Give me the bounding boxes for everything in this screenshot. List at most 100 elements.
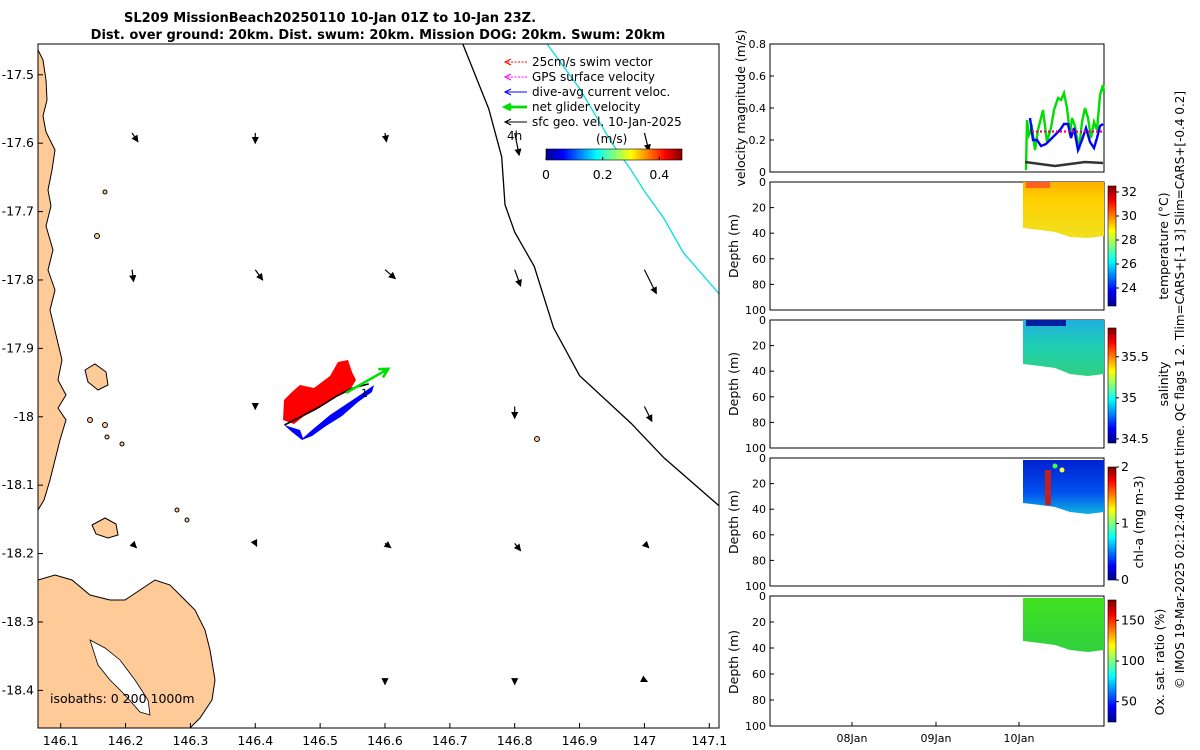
geo-vector — [381, 132, 389, 143]
map-x-tick-label: 146.2 — [108, 733, 144, 748]
depth-tick-label: 60 — [752, 391, 766, 404]
temperature-colorbar-ticks: 24 26 28 30 32 — [1116, 184, 1137, 295]
map-panel: 1 146.1 146.2 146.3 146.4 146.5 146.6 146.7 146… — [2, 43, 727, 748]
colorbar-tick-label: 0.4 — [649, 167, 669, 182]
geo-vector — [254, 269, 264, 281]
net-velocity-line — [1024, 84, 1106, 171]
net-glider-velocity-arrow — [345, 367, 389, 394]
time-tick-label: 09Jan — [921, 732, 952, 745]
depth-tick-label: 60 — [752, 253, 766, 266]
salinity-colorbar — [1107, 327, 1117, 444]
salinity-ylabel: Depth (m) — [726, 352, 741, 416]
islet-9 — [184, 517, 190, 523]
velocity-y-ticks: 0 0.2 0.4 0.6 0.8 — [749, 38, 774, 179]
islet-6 — [119, 441, 125, 447]
oxygen-ylabel: Depth (m) — [726, 630, 741, 694]
side-colorbar-tick-label: 34.5 — [1121, 431, 1149, 446]
velocity-y-tick-label: 0.4 — [749, 102, 767, 115]
geo-vector — [514, 132, 522, 157]
map-y-tick-label: -17.9 — [2, 340, 34, 355]
mainland-coast — [38, 44, 67, 511]
title-line-1: SL209 MissionBeach20250110 10-Jan 01Z to… — [124, 11, 536, 26]
geo-vector — [513, 542, 522, 552]
islet-5 — [104, 434, 110, 440]
depth-tick-label: 100 — [745, 580, 766, 593]
temperature-surface-warm — [1026, 182, 1050, 188]
map-y-tick-label: -17.7 — [2, 204, 34, 219]
legend-label: sfc geo. vel. 10-Jan-2025 — [532, 115, 682, 129]
salinity-surface-fresh — [1026, 320, 1066, 326]
velocity-y-tick-label: 0.2 — [749, 134, 767, 147]
salinity-clabel: salinity — [1156, 361, 1171, 406]
legend-label: net glider velocity — [532, 100, 640, 114]
depth-tick-label: 20 — [752, 340, 766, 353]
temperature-colorbar — [1107, 185, 1117, 307]
side-colorbar-tick-label: 35.5 — [1121, 349, 1149, 364]
oxygen-y-ticks: 0 20 40 60 80 100 — [745, 590, 774, 733]
legend-swatch-head — [503, 73, 512, 81]
geo-velocity-line — [1024, 160, 1104, 168]
islet-2 — [102, 189, 108, 195]
surface-geostrophic-vectors — [129, 132, 657, 686]
side-colorbar-tick-label: 150 — [1121, 612, 1145, 627]
geo-vector — [383, 541, 392, 549]
swim-vector-cloud — [283, 360, 356, 424]
legend-swatch-head — [503, 88, 512, 96]
map-x-tick-label: 147.1 — [691, 733, 727, 748]
velocity-y-tick-label: 0.6 — [749, 70, 767, 83]
depth-tick-label: 100 — [745, 720, 766, 733]
side-colorbar-tick-label: 1 — [1121, 516, 1129, 531]
side-colorbar-tick-label: 32 — [1121, 184, 1137, 199]
geo-vector — [514, 269, 522, 287]
oxygen-clabel: Ox. sat. ratio (%) — [1152, 609, 1167, 716]
map-x-tick-label: 147 — [632, 733, 656, 748]
side-colorbar-tick-label: 24 — [1121, 280, 1137, 295]
map-x-tick-label: 146.7 — [432, 733, 468, 748]
map-y-tick-label: -18.4 — [2, 682, 34, 697]
salinity-field — [1023, 320, 1104, 376]
velocity-y-tick-label: 0 — [759, 166, 766, 179]
geo-vector — [643, 269, 657, 295]
speed-colorbar — [545, 148, 683, 161]
geo-vector — [641, 540, 650, 549]
depth-tick-label: 0 — [759, 314, 766, 327]
depth-tick-label: 0 — [759, 590, 766, 603]
islet-3 — [87, 417, 93, 423]
southern-headland — [38, 574, 216, 728]
velocity-y-tick-label: 0.8 — [749, 38, 767, 51]
chla-colorbar-ticks: 0 1 2 — [1116, 459, 1129, 587]
side-colorbar-tick-label: 28 — [1121, 232, 1137, 247]
geo-vector — [131, 132, 139, 143]
depth-tick-label: 0 — [759, 452, 766, 465]
island-b — [91, 517, 119, 539]
chla-ylabel: Depth (m) — [726, 490, 741, 554]
legend-label: GPS surface velocity — [532, 70, 655, 84]
map-x-tick-label: 146.9 — [562, 733, 598, 748]
isobaths-label: isobaths: 0 200 1000m — [50, 691, 195, 706]
chla-spot-1 — [1052, 463, 1058, 469]
map-y-tick-label: -17.8 — [2, 272, 34, 287]
legend-extra-4h: 4h — [507, 129, 522, 143]
map-y-tick-label: -18.1 — [2, 477, 34, 492]
salinity-y-ticks: 0 20 40 60 80 100 — [745, 314, 774, 455]
velocity-ylabel: velocity magnitude (m/s) — [733, 29, 748, 186]
chla-clabel: chl-a (mg m-3) — [1131, 476, 1146, 569]
colorbar-units: (m/s) — [596, 132, 627, 146]
geo-vector — [129, 540, 138, 549]
chla-colorbar — [1107, 466, 1117, 581]
depth-tick-label: 20 — [752, 202, 766, 215]
islet-1 — [94, 233, 100, 239]
chla-y-ticks: 0 20 40 60 80 100 — [745, 452, 774, 593]
map-y-tick-label: -17.6 — [2, 135, 34, 150]
geo-vector — [643, 406, 653, 423]
temperature-clabel: temperature (°C) — [1156, 192, 1171, 299]
map-x-tick-label: 146.1 — [43, 733, 79, 748]
side-colorbar-tick-label: 0 — [1121, 572, 1129, 587]
map-x-ticks: 146.1 146.2 146.3 146.4 146.5 146.6 146.7 146.8… — [43, 723, 727, 748]
salinity-colorbar-ticks: 34.5 35 35.5 — [1116, 349, 1149, 446]
temperature-field — [1023, 182, 1104, 238]
side-panels: 0 0.2 0.4 0.6 0.8 velocity magnitude (m/s) 0… — [726, 29, 1171, 745]
